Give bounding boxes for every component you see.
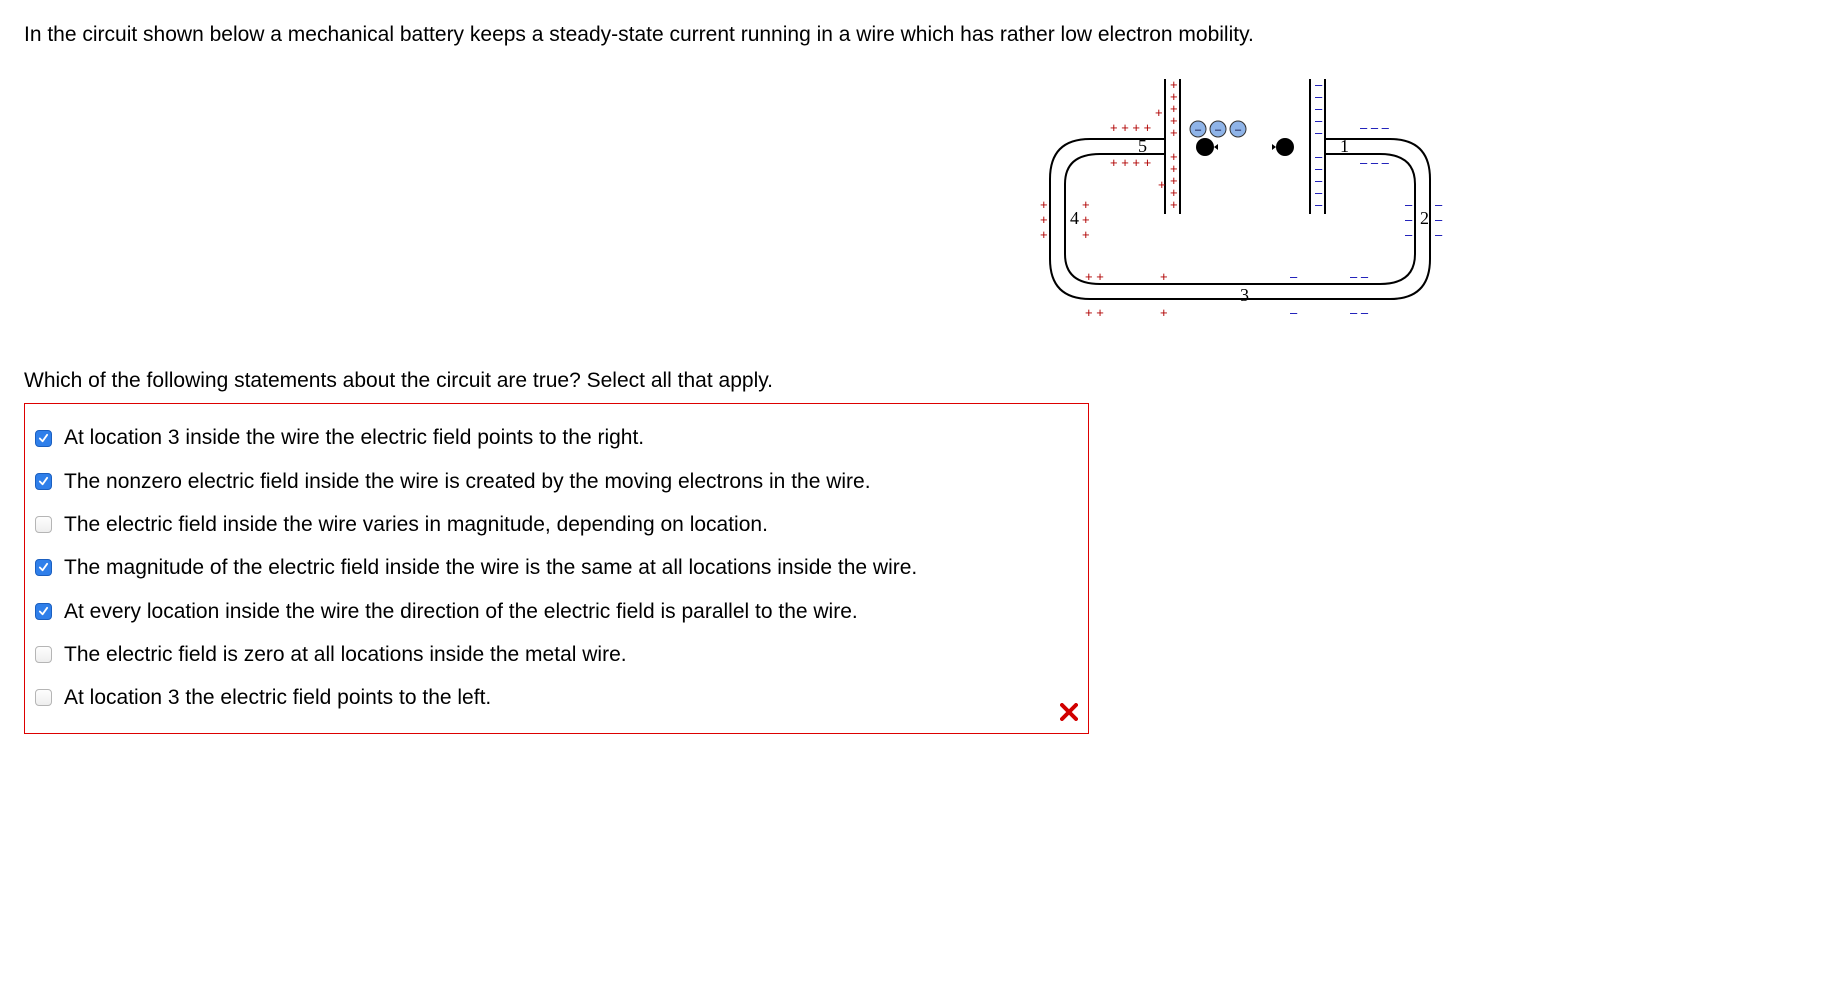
svg-text:+: + — [1040, 212, 1048, 227]
svg-text:–: – — [1215, 124, 1222, 136]
svg-text:+: + — [1160, 305, 1168, 320]
answer-box: At location 3 inside the wire the electr… — [24, 403, 1089, 734]
svg-text:+: + — [1082, 227, 1090, 242]
option-row: At every location inside the wire the di… — [35, 590, 1078, 633]
svg-text:–: – — [1290, 269, 1298, 284]
svg-text:+: + — [1170, 197, 1178, 212]
svg-text:+: + — [1082, 197, 1090, 212]
label-3: 3 — [1240, 285, 1249, 305]
checkbox[interactable] — [35, 430, 52, 447]
svg-text:–: – — [1290, 305, 1298, 320]
svg-text:+: + — [1155, 105, 1163, 120]
incorrect-icon — [1060, 701, 1078, 727]
checkbox[interactable] — [35, 559, 52, 576]
option-label: At every location inside the wire the di… — [64, 598, 858, 625]
option-row: At location 3 the electric field points … — [35, 676, 1078, 719]
diagram-container: – – – 5 1 4 2 3 + + + + + + + — [24, 69, 1800, 329]
svg-text:+ + + +: + + + + — [1110, 120, 1151, 135]
label-4: 4 — [1070, 208, 1079, 228]
circuit-diagram: – – – 5 1 4 2 3 + + + + + + + — [1030, 69, 1450, 329]
label-2: 2 — [1420, 208, 1429, 228]
svg-text:+ + + +: + + + + — [1110, 155, 1151, 170]
checkbox[interactable] — [35, 516, 52, 533]
intro-text: In the circuit shown below a mechanical … — [24, 20, 1800, 49]
svg-text:–: – — [1315, 125, 1323, 140]
svg-text:+: + — [1158, 177, 1166, 192]
svg-text:+: + — [1040, 197, 1048, 212]
svg-text:–: – — [1435, 212, 1443, 227]
svg-text:– – –: – – – — [1360, 155, 1390, 170]
svg-text:–: – — [1315, 197, 1323, 212]
checkbox[interactable] — [35, 646, 52, 663]
option-label: At location 3 the electric field points … — [64, 684, 491, 711]
label-1: 1 — [1340, 136, 1349, 156]
svg-text:–: – — [1195, 124, 1202, 136]
option-label: At location 3 inside the wire the electr… — [64, 424, 644, 451]
svg-text:– –: – – — [1350, 305, 1369, 320]
option-row: The nonzero electric field inside the wi… — [35, 460, 1078, 503]
svg-text:– –: – – — [1350, 269, 1369, 284]
checkbox[interactable] — [35, 473, 52, 490]
svg-text:+ +: + + — [1085, 305, 1104, 320]
option-label: The nonzero electric field inside the wi… — [64, 468, 871, 495]
svg-text:+: + — [1160, 269, 1168, 284]
svg-text:–: – — [1435, 197, 1443, 212]
option-row: At location 3 inside the wire the electr… — [35, 416, 1078, 459]
checkbox[interactable] — [35, 603, 52, 620]
question-text: Which of the following statements about … — [24, 369, 1800, 393]
svg-text:–: – — [1235, 124, 1242, 136]
svg-text:+: + — [1040, 227, 1048, 242]
label-5: 5 — [1138, 136, 1147, 156]
option-label: The electric field is zero at all locati… — [64, 641, 627, 668]
svg-text:– – –: – – – — [1360, 120, 1390, 135]
svg-text:–: – — [1435, 227, 1443, 242]
option-label: The magnitude of the electric field insi… — [64, 554, 917, 581]
svg-text:–: – — [1405, 197, 1413, 212]
svg-text:+ +: + + — [1085, 269, 1104, 284]
option-row: The magnitude of the electric field insi… — [35, 546, 1078, 589]
svg-text:+: + — [1082, 212, 1090, 227]
checkbox[interactable] — [35, 689, 52, 706]
svg-text:–: – — [1405, 227, 1413, 242]
svg-text:+: + — [1170, 125, 1178, 140]
option-row: The electric field is zero at all locati… — [35, 633, 1078, 676]
svg-text:–: – — [1405, 212, 1413, 227]
option-row: The electric field inside the wire varie… — [35, 503, 1078, 546]
option-label: The electric field inside the wire varie… — [64, 511, 768, 538]
